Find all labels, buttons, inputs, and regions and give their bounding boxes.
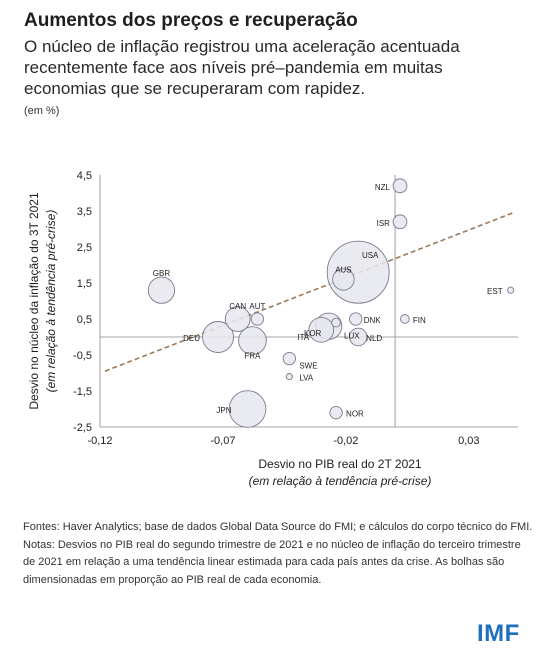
x-tick-label: -0,02: [333, 435, 358, 447]
y-tick-label: -2,5: [73, 422, 92, 434]
bubble-aus: [332, 268, 355, 291]
unit-label: (em %): [24, 105, 60, 117]
point-label-lva: LVA: [299, 374, 314, 383]
axis-titles-group: Desvio no PIB real do 2T 2021 (em relação…: [27, 192, 431, 488]
chart-axes: [99, 175, 518, 428]
y-tick-label: -0,5: [73, 350, 92, 362]
bubble-nzl: [392, 178, 408, 194]
x-axis-title: Desvio no PIB real do 2T 2021: [258, 457, 422, 471]
y-tick-label: 3,5: [77, 206, 92, 218]
trend-line-group: [104, 212, 514, 372]
point-label-dnk: DNK: [364, 316, 382, 325]
point-label-swe: SWE: [299, 362, 317, 371]
bubble-ita: [308, 316, 335, 343]
point-label-ita: ITA: [297, 333, 310, 342]
bubble-can: [224, 306, 251, 332]
point-label-lux: LUX: [344, 332, 360, 341]
tick-labels-group: 4,5 3,5 2,5 1,5 0,5 -0,5 -1,5 -2,5-0,12 -0,07 -0,…: [73, 170, 480, 447]
point-label-nld: NLD: [366, 334, 382, 343]
point-label-jpn: JPN: [216, 406, 231, 415]
bubble-isr: [392, 214, 408, 230]
bubble-est: [507, 286, 515, 294]
x-tick-label: 0,03: [458, 435, 479, 447]
y-axis-title: Desvio no núcleo da inflação do 3T 2021: [27, 192, 41, 410]
bubble-deu: [202, 321, 234, 353]
y-tick-label: 1,5: [77, 278, 92, 290]
y-tick-label: -1,5: [73, 386, 92, 398]
point-label-kor: KOR: [304, 329, 322, 338]
point-label-nor: NOR: [346, 410, 364, 419]
bubble-gbr: [147, 276, 176, 304]
point-label-usa: USA: [362, 251, 379, 260]
page-subtitle: O núcleo de inflação registrou uma acele…: [24, 37, 460, 98]
x-tick-label: -0,12: [87, 435, 112, 447]
trend-line: [104, 212, 514, 372]
bubble-lva: [285, 373, 293, 381]
y-tick-label: 0,5: [77, 314, 92, 326]
bubble-fin: [400, 314, 410, 324]
point-label-gbr: GBR: [153, 269, 171, 278]
bubble-lux: [331, 317, 341, 328]
y-tick-label: 2,5: [77, 242, 92, 254]
sources-note: Fontes: Haver Analytics; base de dados G…: [23, 521, 533, 533]
y-tick-label: 4,5: [77, 170, 92, 182]
x-axis-subtitle: (em relação à tendência pré-crise): [249, 474, 432, 488]
bubble-fra: [238, 326, 267, 355]
bubble-nor: [329, 405, 343, 420]
bubble-swe: [282, 351, 296, 366]
point-label-aut: AUT: [249, 302, 265, 311]
point-label-isr: ISR: [377, 219, 391, 228]
bubble-dnk: [349, 312, 363, 326]
point-label-aus: AUS: [335, 265, 351, 274]
point-label-can: CAN: [229, 302, 246, 311]
notes-text: Notas: Desvios no PIB real do segundo tr…: [23, 538, 521, 586]
bubble-chart: NZL ISR USA AUS EST GBR FIN DNK CAN AUT NLD DEU FRA I…: [27, 170, 518, 488]
point-label-est: EST: [487, 287, 503, 296]
point-label-fin: FIN: [413, 316, 426, 325]
bubble-jpn: [228, 390, 267, 428]
page-title: Aumentos dos preços e recuperação: [24, 10, 358, 31]
x-tick-label: -0,07: [210, 435, 235, 447]
bubble-aut: [250, 312, 265, 326]
chart-footer: Fontes: Haver Analytics; base de dados G…: [23, 519, 535, 589]
point-label-nzl: NZL: [375, 183, 391, 192]
point-label-deu: DEU: [183, 334, 200, 343]
y-axis-subtitle: (em relação à tendência pré-crise): [44, 210, 58, 393]
bubbles-group: NZL ISR USA AUS EST GBR FIN DNK CAN AUT NLD DEU FRA I…: [147, 178, 515, 428]
bubble-nld: [348, 327, 368, 347]
point-label-fra: FRA: [244, 352, 261, 361]
imf-logo: IMF: [477, 620, 520, 647]
